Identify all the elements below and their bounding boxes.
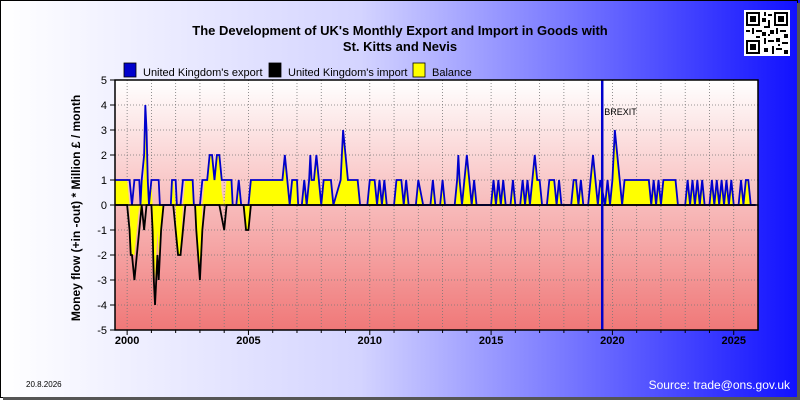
legend-label: United Kingdom's export	[143, 67, 263, 79]
y-tick-label: 4	[101, 100, 107, 112]
legend-label: Balance	[432, 67, 472, 79]
brexit-label: BREXIT	[604, 107, 637, 117]
y-tick-label: 1	[101, 175, 107, 187]
x-tick-label: 2020	[600, 335, 624, 347]
x-tick-label: 2010	[358, 335, 382, 347]
x-tick-label: 2005	[236, 335, 260, 347]
legend-swatch	[123, 62, 137, 78]
export-line	[115, 104, 756, 206]
x-tick-label: 2000	[115, 335, 139, 347]
y-tick-label: 0	[101, 200, 107, 212]
legend-swatch	[412, 62, 426, 78]
legend-label: United Kingdom's import	[288, 67, 408, 79]
balance-area	[115, 117, 756, 280]
source-text: Source: trade@ons.gov.uk	[648, 378, 790, 392]
y-tick-label: 5	[101, 75, 107, 87]
y-tick-label: -5	[97, 325, 107, 337]
x-tick-label: 2015	[479, 335, 503, 347]
y-tick-label: -2	[97, 250, 107, 262]
y-tick-label: -3	[97, 275, 107, 287]
y-tick-label: -1	[97, 225, 107, 237]
y-tick-label: 2	[101, 150, 107, 162]
y-tick-label: -4	[97, 300, 107, 312]
chart-title-line1: The Development of UK's Monthly Export a…	[192, 23, 608, 38]
date-stamp: 20.8.2026	[26, 380, 62, 389]
qr-code-icon	[744, 10, 790, 56]
y-axis-label: Money flow (+in -out) * Million £ / mont…	[69, 94, 83, 322]
chart-title-line2: St. Kitts and Nevis	[342, 39, 458, 54]
x-tick-label: 2025	[721, 335, 745, 347]
y-tick-label: 3	[101, 125, 107, 137]
legend-swatch	[268, 62, 282, 78]
